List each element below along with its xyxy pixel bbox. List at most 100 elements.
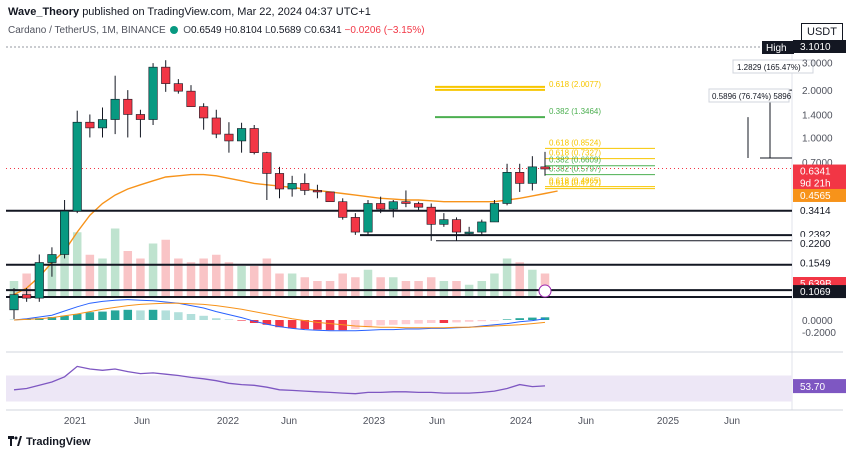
measure-box (708, 88, 790, 103)
candle-body (173, 83, 183, 92)
ema-line (13, 173, 558, 296)
volume-bar (439, 281, 449, 296)
volume-bar (199, 258, 208, 296)
macd-histogram-bar (237, 320, 246, 321)
fib-level-label: 0.618 (0.4865) (549, 177, 601, 186)
last-price-tag (793, 164, 846, 178)
support-price-tag-text: 0.2200 (800, 239, 831, 250)
volume-bar (351, 277, 360, 296)
symbol-bar: Cardano / TetherUS, 1M, BINANCE O0.6549 … (8, 25, 425, 36)
macd-histogram-bar (186, 314, 196, 320)
macd-histogram-bar (325, 320, 335, 331)
price-axis-tick: 1.0000 (802, 133, 833, 144)
countdown-tag (793, 176, 846, 190)
volume-bar (161, 239, 170, 296)
macd-histogram-bar (98, 311, 107, 320)
footer-brand[interactable]: TradingView (8, 436, 91, 448)
volume-bar (212, 254, 221, 296)
time-axis-tick: 2022 (217, 416, 240, 427)
candle-body (338, 201, 348, 218)
volume-bar (275, 273, 284, 296)
candle-body (60, 210, 70, 255)
rsi-value-tag-text: 53.70 (800, 382, 825, 393)
time-axis-tick: 2024 (510, 416, 533, 427)
candle-body (414, 203, 424, 208)
fib-level-label: 0.618 (0.8524) (549, 138, 601, 147)
time-axis-tick: 2023 (363, 416, 386, 427)
volume-bar (528, 269, 537, 296)
candle-body (85, 121, 95, 129)
currency-selector[interactable]: USDT (801, 23, 843, 41)
ema-price-tag-text: 0.4565 (800, 191, 831, 202)
macd-histogram-bar (389, 320, 398, 325)
candle-body (249, 128, 259, 153)
support-price-tag-text: 0.3414 (800, 206, 831, 217)
candle-body (123, 98, 133, 115)
rsi-value-tag (793, 379, 846, 394)
symbol-name[interactable]: Cardano / TetherUS, 1M, BINANCE (8, 25, 166, 36)
fib-level-label: 0.382 (0.5797) (549, 165, 601, 174)
high-tag-label-text: High (766, 43, 787, 54)
close-value: 0.6341 (311, 25, 342, 36)
candle-body (287, 183, 297, 190)
ema-price-tag (793, 188, 846, 202)
candle-body (401, 201, 411, 204)
author-name[interactable]: Wave_Theory (8, 6, 80, 18)
volume-bar (452, 281, 461, 296)
open-label: O (183, 25, 191, 36)
candle-body (186, 90, 196, 107)
fib-level-label: 0.382 (0.6609) (549, 156, 601, 165)
candle-body (325, 191, 335, 203)
macd-histogram-bar (540, 317, 550, 320)
macd-histogram-bar (72, 314, 82, 320)
candle-body (224, 133, 234, 142)
volume-bar (22, 273, 31, 296)
volume-bar (515, 262, 524, 296)
volume-bar (85, 254, 95, 296)
candle-body (300, 183, 310, 191)
macd-histogram-bar (528, 317, 537, 320)
volume-bar (60, 251, 69, 296)
time-axis-tick: Jun (578, 416, 594, 427)
volume-bar (426, 277, 436, 296)
price-axis-tick: 2.0000 (802, 86, 833, 97)
time-axis-tick: 2021 (64, 416, 87, 427)
volume-bar (174, 258, 183, 296)
candle-body (22, 294, 32, 299)
macd-histogram-bar (262, 320, 272, 325)
fib-level-label: 0.618 (0.4727) (549, 179, 601, 188)
candle-body (426, 206, 436, 225)
high-price-tag-text: 3.1010 (800, 42, 831, 53)
candle-body (363, 203, 373, 233)
volume-bar (262, 258, 272, 296)
volume-bar (287, 273, 297, 296)
candle-body (527, 166, 537, 184)
macd-histogram-bar (123, 309, 133, 320)
high-value: 0.8104 (231, 25, 263, 36)
volume-bar (325, 281, 335, 296)
candle-body (262, 152, 272, 174)
volume-settings-icon (538, 284, 552, 298)
market-status-icon (170, 26, 179, 34)
candle-body (9, 294, 19, 311)
macd-histogram-bar (275, 320, 284, 328)
macd-histogram-bar (452, 320, 461, 323)
macd-histogram-bar (515, 318, 524, 320)
macd-histogram-bar (224, 319, 234, 320)
candle-body (97, 119, 108, 129)
volume-bar (98, 258, 107, 296)
macd-histogram-bar (300, 320, 310, 329)
fib-level-label: 0.618 (2.0077) (549, 80, 601, 89)
candle-body (464, 231, 474, 234)
volume-bar (389, 277, 398, 296)
high-label: H (224, 25, 232, 36)
volume-bar (148, 243, 158, 296)
macd-histogram-bar (212, 318, 221, 320)
candle-body (211, 117, 221, 135)
volume-bar (401, 281, 411, 296)
macd-histogram-bar (148, 309, 158, 320)
close-label: C (303, 25, 312, 36)
volume-bar (376, 277, 385, 296)
volume-bar (502, 258, 512, 296)
